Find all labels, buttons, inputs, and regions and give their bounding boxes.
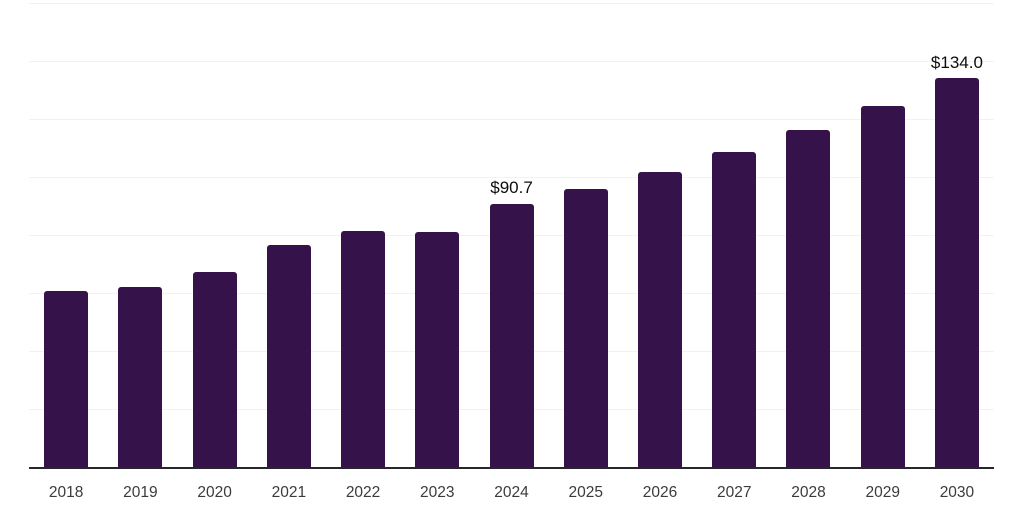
bar-slot (400, 3, 474, 467)
bar[interactable] (637, 171, 682, 467)
bar-slot (771, 3, 845, 467)
bar-slot: $134.0 (920, 3, 994, 467)
x-tick-label: 2027 (716, 484, 752, 501)
bar-slot (103, 3, 177, 467)
x-tick-label: 2023 (420, 484, 455, 501)
x-tick-label: 2022 (345, 484, 381, 501)
x-tick-label: 2020 (197, 484, 232, 501)
bar-slot (29, 3, 103, 467)
bar[interactable] (341, 230, 386, 467)
bar-value-label: $90.7 (490, 178, 533, 198)
gridline (29, 61, 994, 62)
bar[interactable] (860, 105, 905, 467)
bar-slot (846, 3, 920, 467)
bar-slot: $90.7 (474, 3, 548, 467)
bar[interactable] (786, 130, 831, 467)
x-tick-label: 2019 (123, 484, 158, 501)
x-tick-label: 2030 (939, 484, 975, 501)
bar[interactable] (563, 188, 608, 467)
bar[interactable] (415, 231, 460, 467)
bar-slot (252, 3, 326, 467)
bar[interactable] (266, 244, 311, 467)
bars-row: $90.7 $134.0 (29, 3, 994, 467)
gridline (29, 3, 994, 4)
bar[interactable] (118, 286, 163, 467)
x-axis-tick-labels: 2018 2019 2020 2021 2022 2023 2024 2025 … (29, 471, 994, 502)
bar-slot (623, 3, 697, 467)
bar-slot (326, 3, 400, 467)
bar[interactable] (44, 290, 89, 467)
bar[interactable] (192, 272, 237, 467)
bar-slot (697, 3, 771, 467)
plot-area: $90.7 $134.0 (29, 3, 994, 469)
bar-slot (177, 3, 251, 467)
bar[interactable] (934, 78, 979, 467)
x-tick-label: 2026 (642, 484, 678, 501)
bar[interactable] (489, 203, 534, 467)
x-tick-label: 2021 (271, 484, 307, 501)
x-tick-label: 2018 (48, 484, 84, 501)
x-tick-label: 2028 (791, 484, 826, 501)
bar[interactable] (712, 152, 757, 467)
gridline (29, 177, 994, 178)
gridline (29, 119, 994, 120)
bar-slot (549, 3, 623, 467)
x-tick-label: 2029 (865, 484, 900, 501)
x-tick-label: 2024 (494, 484, 529, 501)
x-tick-label: 2025 (568, 484, 603, 501)
bar-value-label: $134.0 (930, 52, 983, 72)
